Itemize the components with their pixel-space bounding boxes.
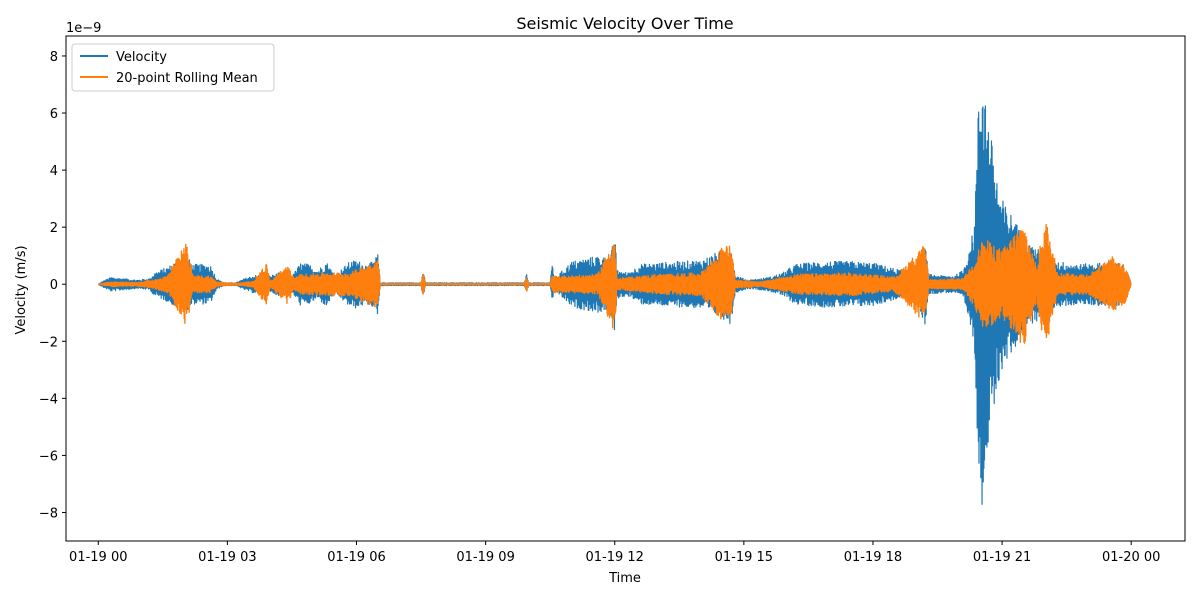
series-rolling-mean-line <box>97 224 1132 344</box>
x-axis-label: Time <box>608 571 641 586</box>
y-tick-label: −4 <box>39 392 58 407</box>
x-tick-label: 01-19 12 <box>586 550 644 565</box>
series-layer <box>97 105 1132 505</box>
x-tick-label: 01-19 06 <box>327 550 385 565</box>
x-tick-label: 01-19 03 <box>198 550 256 565</box>
y-tick-label: 2 <box>50 221 58 236</box>
y-axis: −8 −6 −4 −2 0 2 4 6 8 <box>39 50 66 521</box>
y-axis-label: Velocity (m/s) <box>14 245 29 334</box>
x-tick-label: 01-19 09 <box>456 550 514 565</box>
legend: Velocity 20-point Rolling Mean <box>71 43 275 92</box>
legend-label-velocity: Velocity <box>116 50 167 65</box>
plot-frame <box>65 35 1186 542</box>
y-tick-label: −2 <box>39 335 58 350</box>
y-tick-label: −6 <box>39 449 58 464</box>
y-tick-label: 4 <box>50 164 58 179</box>
chart-title: Seismic Velocity Over Time <box>516 14 733 33</box>
y-tick-label: −8 <box>39 506 58 521</box>
x-tick-label: 01-19 00 <box>69 550 127 565</box>
y-tick-label: 6 <box>50 107 58 122</box>
x-axis: 01-19 00 01-19 03 01-19 06 01-19 09 01-19 12… <box>69 541 1160 565</box>
x-tick-label: 01-19 15 <box>715 550 773 565</box>
y-offset-label: 1e−9 <box>66 21 101 36</box>
x-tick-label: 01-19 18 <box>844 550 902 565</box>
x-tick-label: 01-20 00 <box>1102 550 1160 565</box>
y-tick-label: 0 <box>50 278 58 293</box>
legend-box <box>71 43 275 92</box>
legend-label-rolling-mean: 20-point Rolling Mean <box>116 71 258 86</box>
y-tick-label: 8 <box>50 50 58 65</box>
x-tick-label: 01-19 21 <box>973 550 1031 565</box>
